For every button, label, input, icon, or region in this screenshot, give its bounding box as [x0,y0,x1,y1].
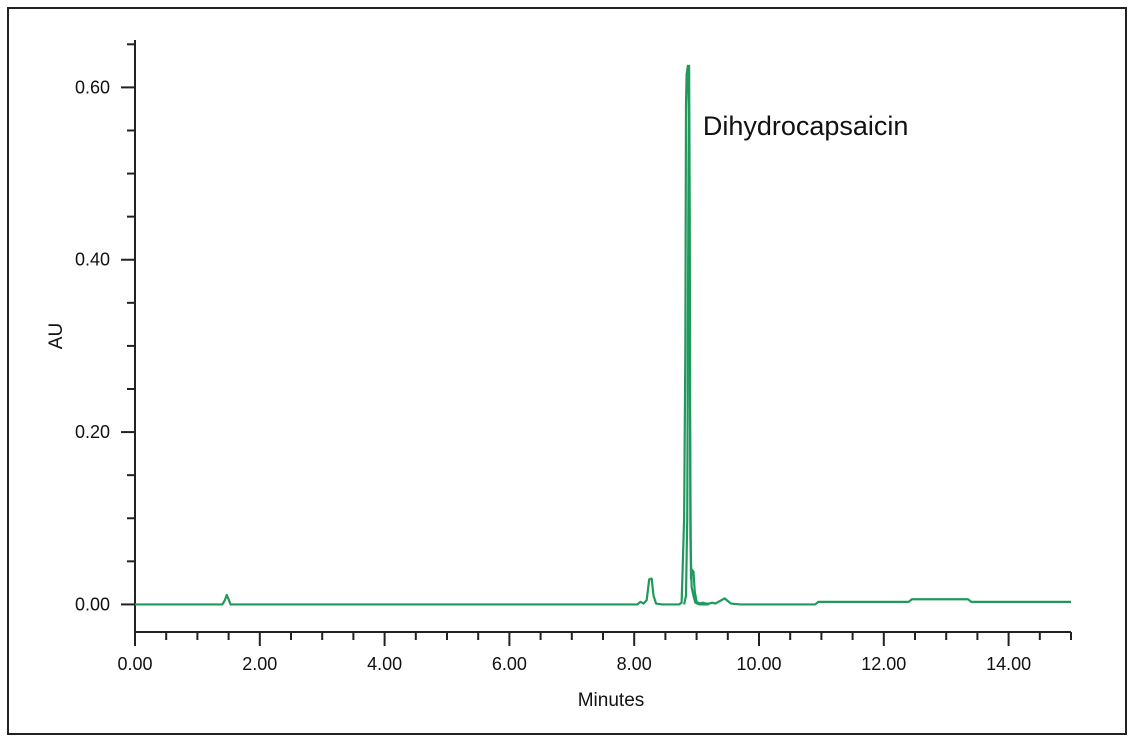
series-line-1 [135,64,1071,606]
y-tick-label: 0.40 [75,250,110,270]
x-axis-title: Minutes [578,690,645,711]
y-axis-title: AU [46,323,67,349]
chart-frame [7,7,1127,735]
series-line-2 [683,64,710,606]
x-tick-label: 10.00 [736,654,781,674]
x-tick-label: 2.00 [242,654,277,674]
y-tick-label: 0.60 [75,77,110,97]
axes-group: 0.00 2.00 4.00 6.00 8.00 10.00 12.00 14.00 0.00 0… [75,40,1072,674]
x-tick-label: 12.00 [861,654,906,674]
x-tick-label: 14.00 [986,654,1031,674]
y-tick-label: 0.00 [75,594,110,614]
x-tick-label: 6.00 [492,654,527,674]
y-tick-label: 0.20 [75,422,110,442]
x-tick-label: 8.00 [617,654,652,674]
plot-group: Dihydrocapsaicin [135,64,1071,606]
peak-annotation: Dihydrocapsaicin [703,111,909,141]
x-tick-label: 0.00 [117,654,152,674]
x-tick-label: 4.00 [367,654,402,674]
